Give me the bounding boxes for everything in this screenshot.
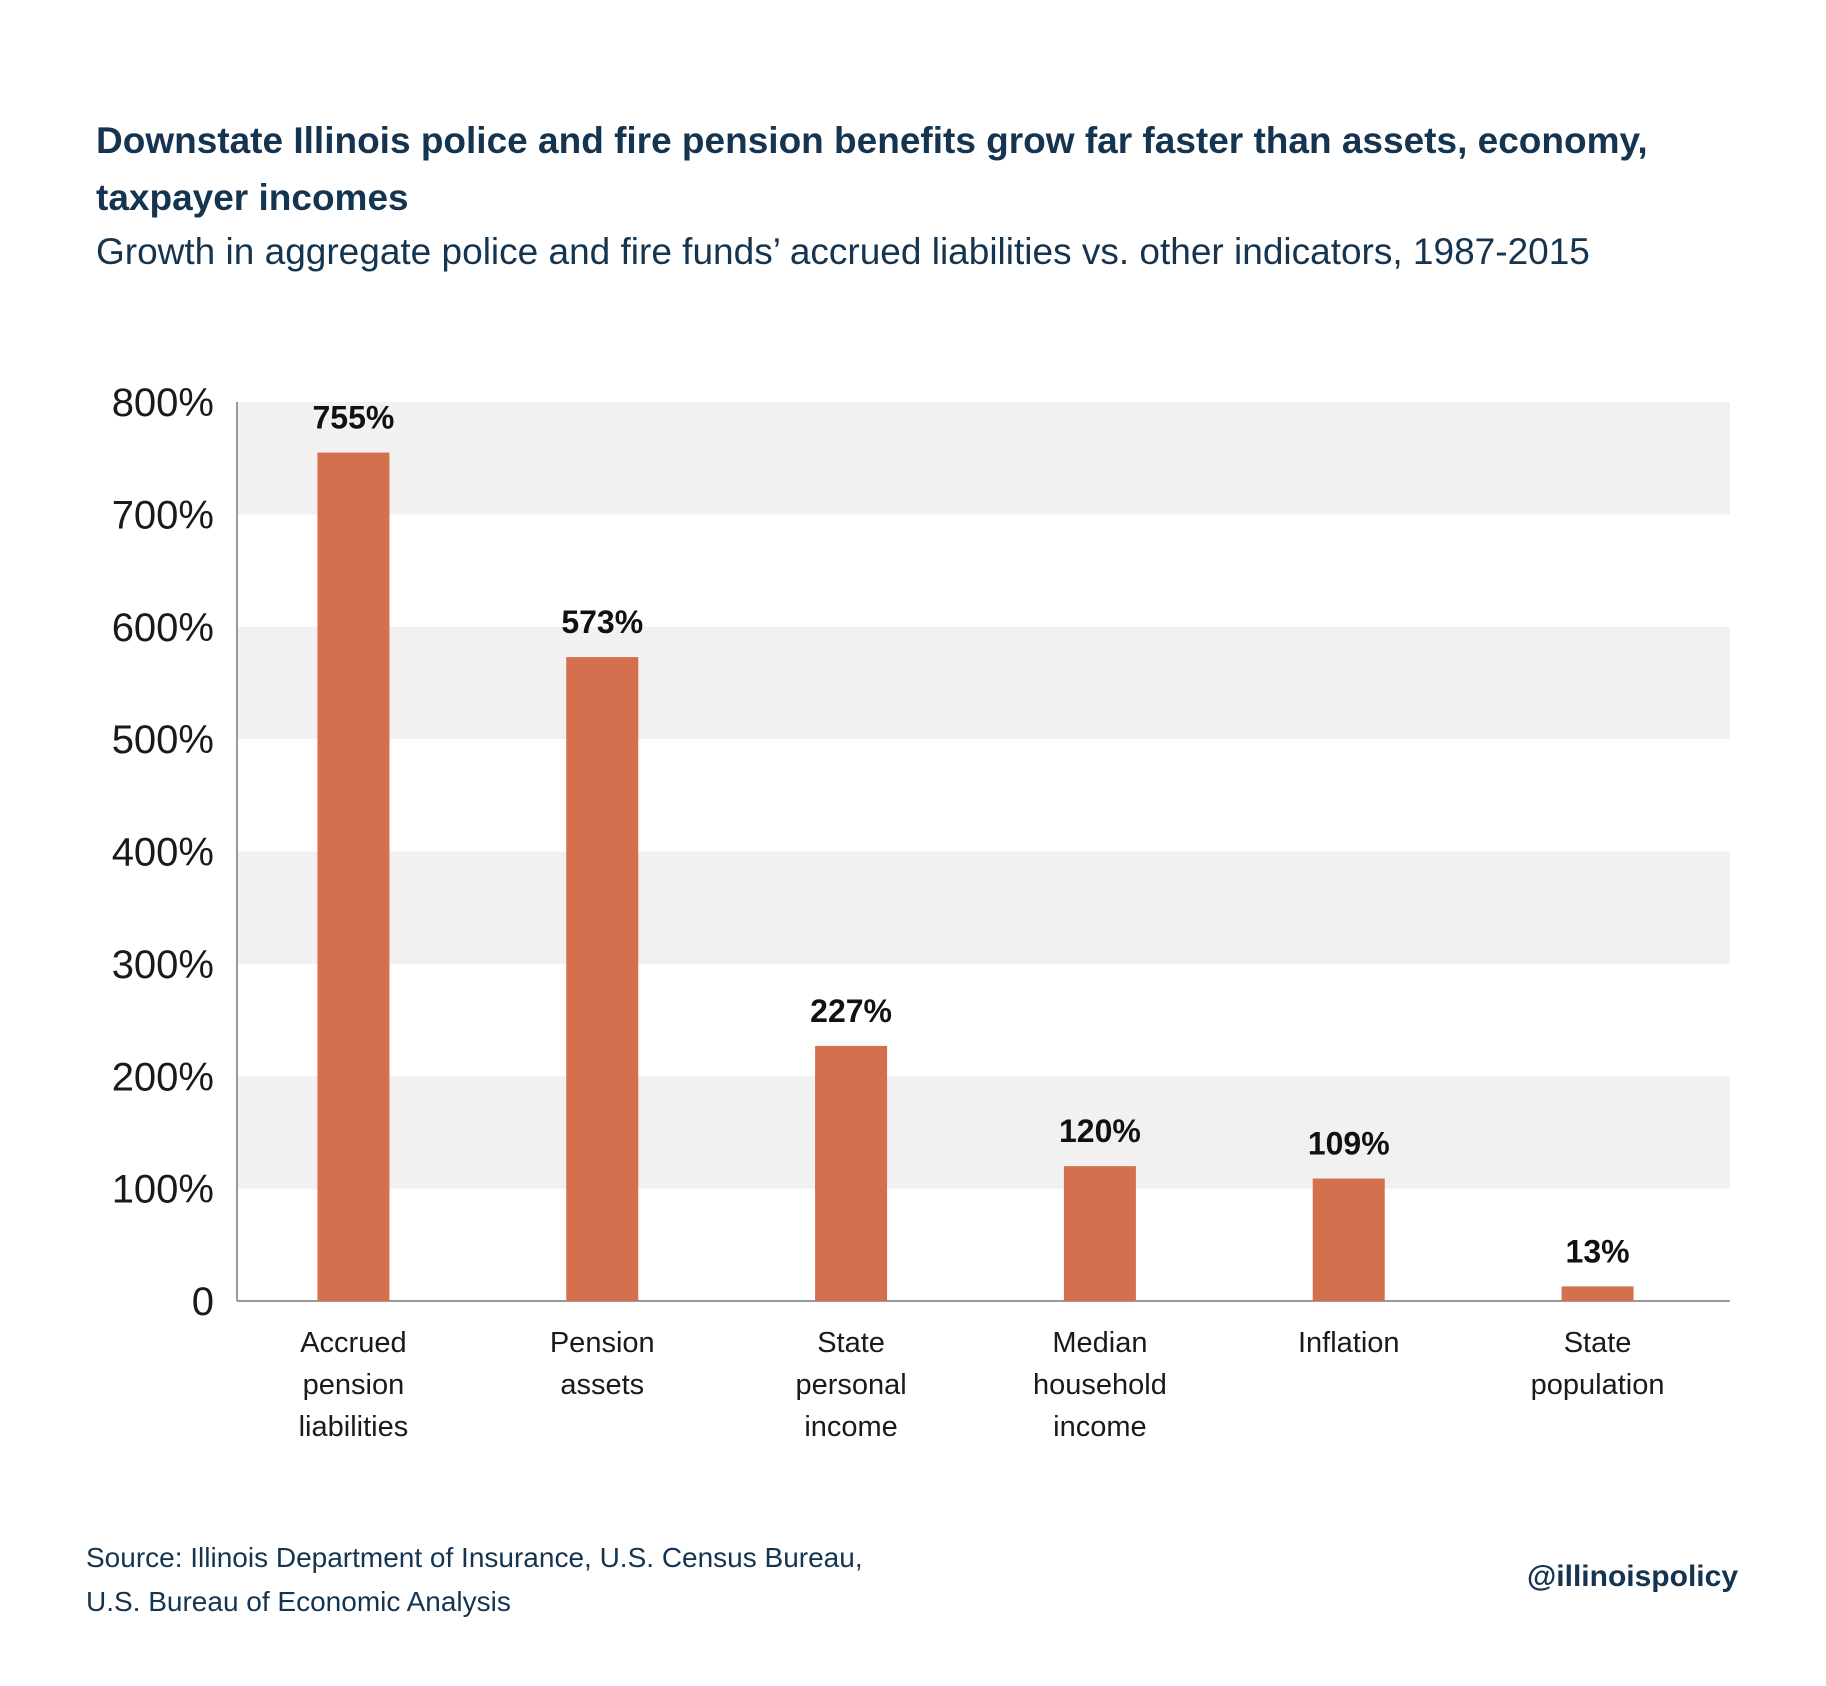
bar [566, 657, 639, 1301]
x-tick-label: Accrued pension liabilities [299, 1327, 409, 1443]
y-tick-label: 300% [112, 943, 214, 987]
data-label: 227% [810, 993, 892, 1029]
chart-subtitle: Growth in aggregate police and fire fund… [96, 231, 1590, 272]
data-label: 120% [1059, 1113, 1141, 1149]
y-tick-label: 800% [112, 381, 214, 425]
value-labels: 755% 573% 227% 120% 109% 13% [312, 400, 1629, 1270]
social-handle: @illinoispolicy [1527, 1560, 1738, 1593]
bar [317, 452, 390, 1302]
data-label: 755% [312, 400, 394, 436]
x-tick-label: Median household income [1033, 1327, 1167, 1443]
y-tick-label: 100% [112, 1168, 214, 1212]
y-tick-label: 200% [112, 1055, 214, 1099]
chart-axes [236, 402, 1730, 1302]
x-tick-label: State population [1531, 1327, 1665, 1401]
grid-band [237, 1076, 1730, 1189]
x-tick-label: Inflation [1298, 1327, 1400, 1359]
bar [815, 1045, 888, 1301]
y-tick-label: 600% [112, 606, 214, 650]
bars [317, 452, 1634, 1302]
data-label: 13% [1566, 1233, 1630, 1269]
source-note: Source: Illinois Department of Insurance… [86, 1536, 1086, 1624]
bar [1312, 1178, 1385, 1301]
bar [1561, 1286, 1634, 1301]
x-tick-label: Pension assets [550, 1327, 655, 1401]
grid-band [237, 851, 1730, 964]
x-axis-labels: Accrued pension liabilities Pension assets St… [299, 1327, 1665, 1443]
y-tick-label: 0 [192, 1280, 214, 1324]
data-label: 573% [561, 604, 643, 640]
grid-bands [237, 402, 1730, 1189]
y-tick-label: 500% [112, 718, 214, 762]
grid-band [237, 402, 1730, 515]
data-label: 109% [1308, 1126, 1390, 1162]
y-tick-label: 400% [112, 831, 214, 875]
bar [1063, 1166, 1136, 1301]
source-line-2: U.S. Bureau of Economic Analysis [86, 1586, 511, 1617]
source-line-1: Source: Illinois Department of Insurance… [86, 1542, 863, 1573]
x-tick-label: State personal income [795, 1327, 906, 1443]
grid-band [237, 626, 1730, 740]
y-axis-ticks: 0 100% 200% 300% 400% 500% 600% 700% 800% [112, 381, 214, 1324]
y-tick-label: 700% [112, 493, 214, 537]
chart-title: Downstate Illinois police and fire pensi… [96, 120, 1648, 218]
